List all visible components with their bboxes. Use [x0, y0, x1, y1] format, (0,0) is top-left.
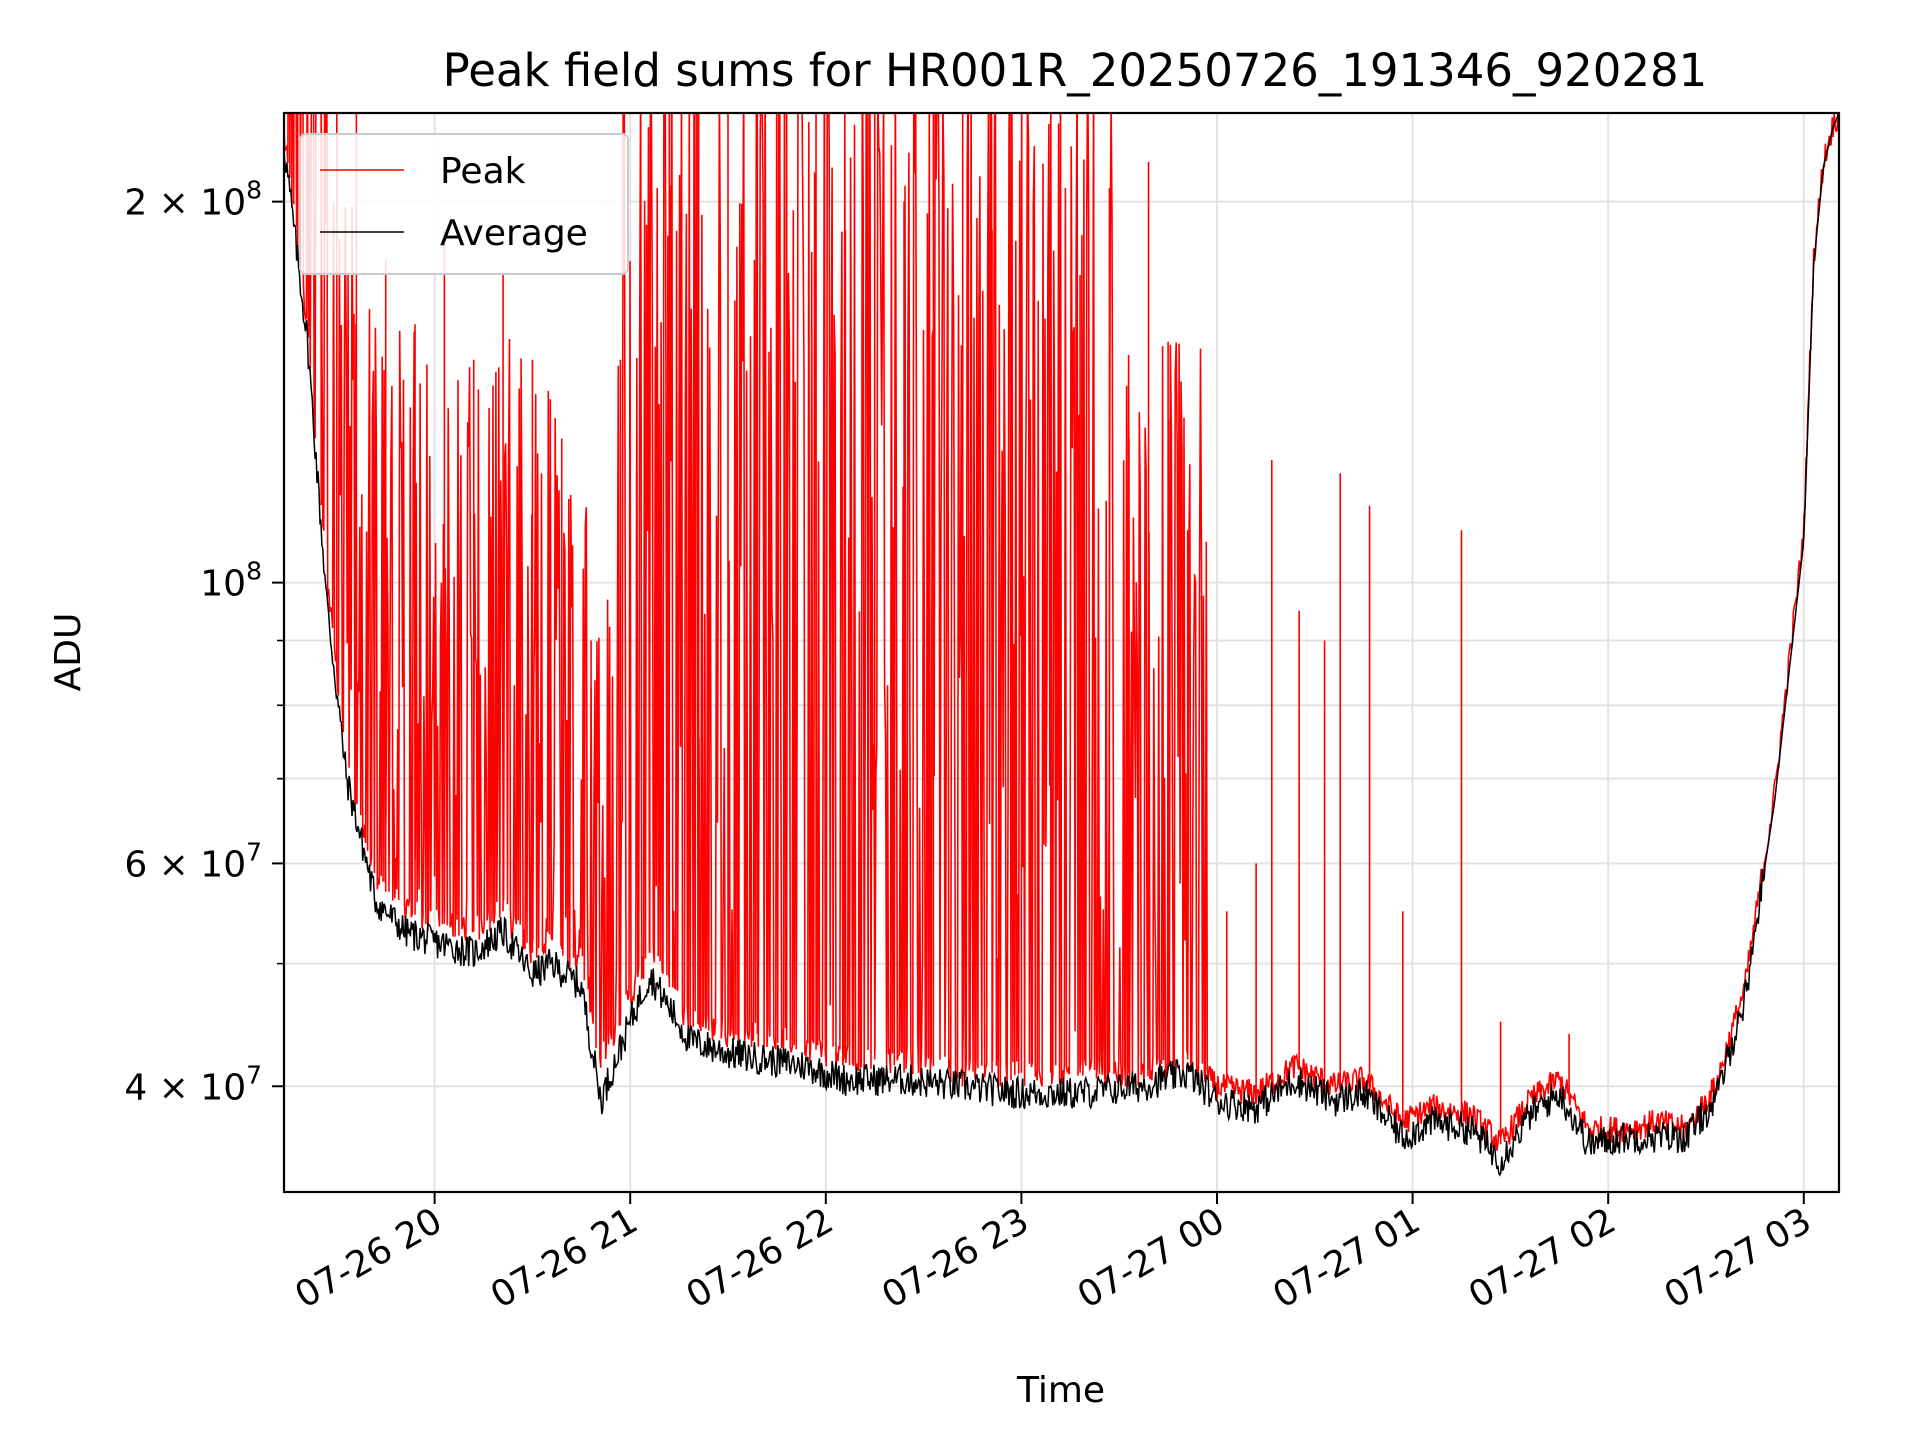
peak-series: [284, 113, 1839, 1151]
average-series: [284, 113, 1839, 1177]
x-axis-label: Time: [1016, 1370, 1105, 1411]
legend: Peak Average: [299, 133, 629, 275]
y-tick-label: 2 × 108: [124, 176, 262, 224]
y-tick-label: 6 × 107: [124, 837, 262, 885]
peak-line: [284, 113, 1839, 1151]
legend-box: [299, 133, 629, 275]
legend-average-label: Average: [440, 213, 588, 254]
y-axis-ticks: 4 × 107 6 × 107 108 2 × 108: [124, 176, 284, 1108]
y-tick-label: 4 × 107: [124, 1060, 262, 1108]
average-line: [284, 113, 1839, 1177]
y-tick-label: 108: [200, 557, 262, 605]
plot-frame: [282, 111, 1841, 1194]
plot-area: [284, 113, 1839, 1177]
legend-peak-label: Peak: [440, 151, 526, 192]
chart-title: Peak field sums for HR001R_20250726_1913…: [443, 44, 1708, 97]
y-axis-label: ADU: [48, 613, 89, 692]
